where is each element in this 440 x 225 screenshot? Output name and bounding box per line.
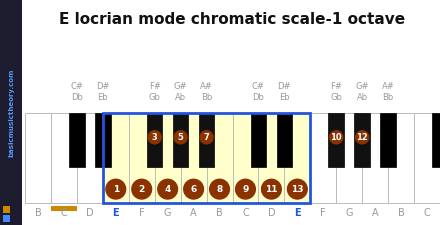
Text: D#: D# [278,82,291,91]
Bar [3,215,10,222]
Bar [51,113,77,203]
Circle shape [200,131,213,144]
Text: G#: G# [174,82,187,91]
Text: E: E [294,208,301,218]
Text: E locrian mode chromatic scale-1 octave: E locrian mode chromatic scale-1 octave [59,12,405,27]
Bar [155,113,181,203]
Text: Eb: Eb [98,93,108,102]
Text: F#: F# [330,82,342,91]
Text: Db: Db [253,93,264,102]
Bar [258,113,284,203]
Text: C: C [424,208,430,218]
Bar [103,113,310,203]
Text: 3: 3 [152,133,158,142]
Text: G#: G# [356,82,369,91]
Text: F: F [139,208,144,218]
Text: A: A [190,208,197,218]
Bar [432,113,440,167]
Text: 11: 11 [265,185,278,194]
Bar [354,113,370,167]
Text: D: D [268,208,275,218]
Text: 4: 4 [165,185,171,194]
Text: 6: 6 [191,185,197,194]
Circle shape [132,179,151,199]
Bar [25,113,51,203]
Bar [69,113,84,167]
Text: B: B [398,208,404,218]
Bar [388,113,414,203]
Circle shape [330,131,343,144]
Text: B: B [35,208,41,218]
Text: G: G [345,208,353,218]
Circle shape [106,179,126,199]
Text: A#: A# [382,82,395,91]
Circle shape [356,131,369,144]
Circle shape [158,179,177,199]
Text: D#: D# [96,82,110,91]
Text: 10: 10 [330,133,342,142]
Text: 12: 12 [356,133,368,142]
Text: 13: 13 [291,185,304,194]
Bar [380,113,396,167]
Bar [77,113,103,203]
Text: 2: 2 [139,185,145,194]
Circle shape [235,179,255,199]
Text: G: G [164,208,172,218]
Bar [251,113,266,167]
Bar [181,113,206,203]
Bar [284,113,310,203]
Bar [329,113,344,167]
Bar [129,113,155,203]
Text: Ab: Ab [175,93,186,102]
Text: C: C [61,208,67,218]
Text: 9: 9 [242,185,249,194]
Bar [336,113,362,203]
Bar [277,113,292,167]
Circle shape [148,131,161,144]
Circle shape [287,179,307,199]
Text: 7: 7 [204,133,209,142]
Bar [51,206,77,211]
Text: C#: C# [70,82,83,91]
Circle shape [184,179,203,199]
Text: C#: C# [252,82,265,91]
Text: Eb: Eb [279,93,290,102]
Text: F#: F# [149,82,161,91]
Bar [414,113,440,203]
Text: Bb: Bb [382,93,394,102]
Text: A#: A# [200,82,213,91]
Text: 8: 8 [216,185,223,194]
Text: Gb: Gb [330,93,342,102]
Text: 5: 5 [178,133,183,142]
Text: Ab: Ab [357,93,368,102]
Bar [199,113,214,167]
Text: C: C [242,208,249,218]
Bar [310,113,336,203]
Bar [147,113,162,167]
Bar [173,113,188,167]
Text: F: F [320,208,326,218]
Text: A: A [372,208,378,218]
Text: Bb: Bb [201,93,212,102]
Circle shape [261,179,281,199]
Bar [103,113,129,203]
Text: Db: Db [71,93,83,102]
Circle shape [210,179,229,199]
Text: B: B [216,208,223,218]
Text: 1: 1 [113,185,119,194]
Circle shape [174,131,187,144]
Bar [232,113,258,203]
Bar [95,113,110,167]
Text: Gb: Gb [149,93,161,102]
Text: E: E [113,208,119,218]
Text: basicmusictheory.com: basicmusictheory.com [8,69,14,157]
Bar [0,0,22,225]
Bar [362,113,388,203]
Bar [206,113,232,203]
Text: D: D [86,208,94,218]
Bar [3,206,10,213]
